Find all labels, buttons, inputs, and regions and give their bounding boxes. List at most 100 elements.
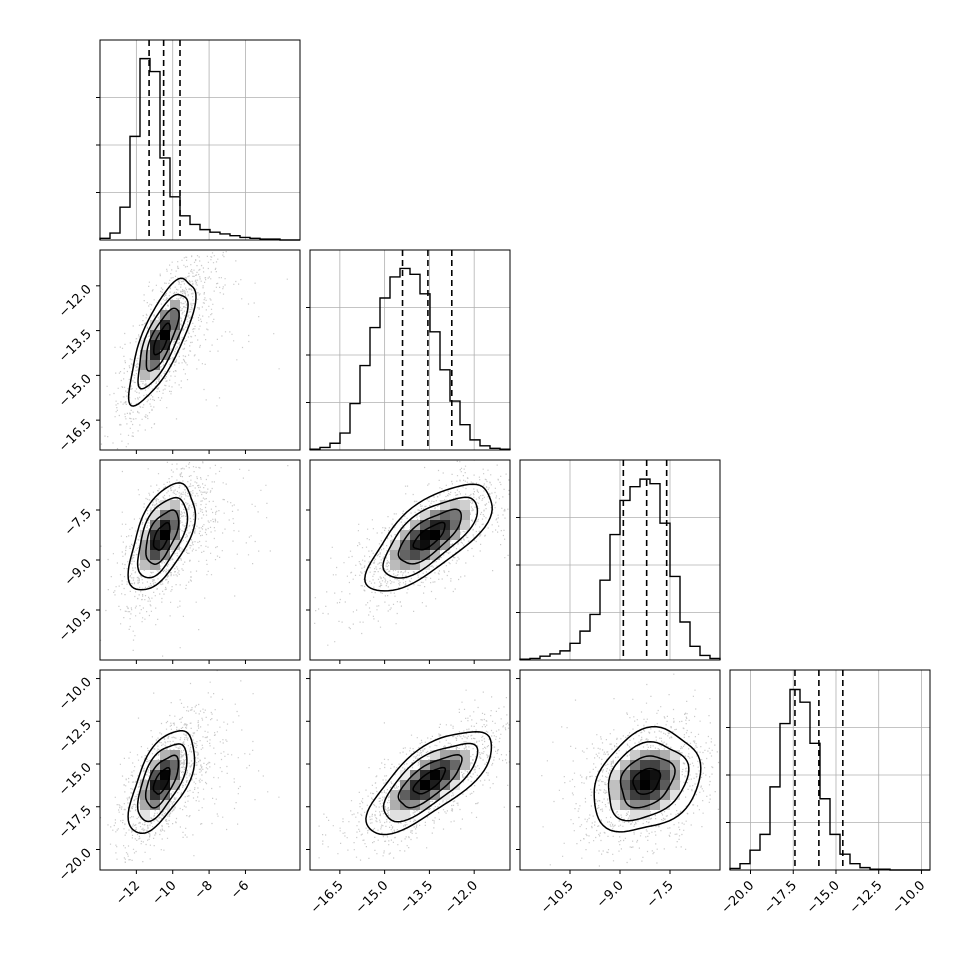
x-tick-label: −10.5: [538, 878, 577, 917]
density-cell: [150, 370, 160, 380]
density-cell: [640, 770, 650, 780]
scatter-panel-content: [100, 251, 288, 450]
density-cell: [440, 530, 450, 540]
density-cell: [150, 770, 160, 780]
contour-level-3: [593, 725, 702, 833]
density-cell: [660, 750, 670, 760]
density-cell: [150, 510, 160, 520]
density-cell: [420, 510, 430, 520]
density-cell: [650, 790, 660, 800]
density-cell: [410, 790, 420, 800]
density-cell: [440, 500, 450, 510]
x-tick-label: −13.5: [397, 878, 436, 917]
density-cell: [660, 780, 670, 790]
density-cell: [420, 530, 430, 540]
y-tick-label: −15.0: [56, 760, 95, 799]
density-cell: [150, 790, 160, 800]
density-cell: [660, 790, 670, 800]
density-cell: [390, 790, 400, 800]
density-cell: [150, 560, 160, 570]
scatter-panel-frame: [309, 669, 511, 871]
density-cell: [450, 530, 460, 540]
x-tick-label: −12: [113, 878, 143, 908]
density-cell: [630, 760, 640, 770]
scatter-points: [100, 251, 288, 450]
density-cell: [450, 760, 460, 770]
x-tick-label: −16.5: [308, 878, 347, 917]
density-cell: [430, 510, 440, 520]
density-cell: [460, 500, 470, 510]
contour-level-2: [382, 496, 479, 579]
density-cell: [650, 760, 660, 770]
contour-level-0: [153, 322, 171, 356]
density-cell: [440, 760, 450, 770]
density-cell: [640, 750, 650, 760]
density-cell: [410, 540, 420, 550]
scatter-panel-content: [310, 460, 510, 646]
density-cell: [620, 760, 630, 770]
density-cell: [150, 550, 160, 560]
density-cell: [630, 750, 640, 760]
y-tick-label: −10.0: [56, 675, 95, 714]
density-cell: [620, 770, 630, 780]
density-cell: [150, 320, 160, 330]
scatter-panel-3-0: [96, 669, 301, 874]
density-cell: [150, 760, 160, 770]
density-cell: [140, 780, 150, 790]
density-cell: [420, 540, 430, 550]
x-tick-label: −9.0: [594, 878, 627, 911]
histogram-panel-frame: [729, 669, 931, 871]
histogram-step-line: [309, 267, 511, 450]
y-tick-label: −9.0: [62, 556, 95, 589]
y-tick-label: −10.5: [56, 606, 95, 645]
contour-level-0: [412, 521, 446, 551]
density-cell: [610, 780, 620, 790]
y-tick-label: −20.0: [56, 846, 95, 885]
density-cell: [640, 790, 650, 800]
density-cell: [140, 810, 150, 820]
y-tick-label: −16.5: [56, 416, 95, 455]
density-cell: [610, 800, 620, 810]
density-cell: [170, 320, 180, 330]
density-cell: [410, 550, 420, 560]
density-cell: [440, 750, 450, 760]
scatter-panel-2-1: [306, 459, 511, 664]
y-tick-label: −12.5: [56, 718, 95, 757]
density-cell: [390, 540, 400, 550]
contour-level-3: [127, 730, 196, 835]
x-tick-label: −20.0: [719, 878, 758, 917]
scatter-panel-1-0: [96, 249, 301, 454]
density-cell: [160, 520, 170, 530]
density-cell: [160, 500, 170, 510]
histogram-step-line: [729, 688, 930, 871]
density-cell: [460, 750, 470, 760]
density-cell: [160, 760, 170, 770]
contour-level-2: [137, 293, 189, 390]
scatter-panel-frame: [99, 249, 301, 451]
density-cell: [620, 780, 630, 790]
scatter-panel-content: [541, 673, 720, 867]
density-cell: [160, 330, 170, 340]
scatter-panel-content: [100, 461, 289, 657]
scatter-panel-content: [100, 670, 280, 863]
density-cell: [170, 540, 180, 550]
scatter-panel-3-1: [306, 669, 511, 874]
density-cell: [630, 780, 640, 790]
density-cell: [420, 790, 430, 800]
y-tick-label: −15.0: [56, 372, 95, 411]
density-cell: [150, 780, 160, 790]
density-cell: [440, 780, 450, 790]
density-cell: [450, 510, 460, 520]
density-cell: [440, 540, 450, 550]
density-cell: [450, 520, 460, 530]
contour-level-3: [127, 277, 197, 407]
density-cell: [170, 510, 180, 520]
histogram-panel-frame: [519, 459, 721, 661]
density-cell: [400, 790, 410, 800]
density-cell: [140, 560, 150, 570]
density-cell: [660, 800, 670, 810]
density-cell: [430, 780, 440, 790]
histogram-panel-frame: [99, 39, 301, 241]
density-cell: [400, 540, 410, 550]
